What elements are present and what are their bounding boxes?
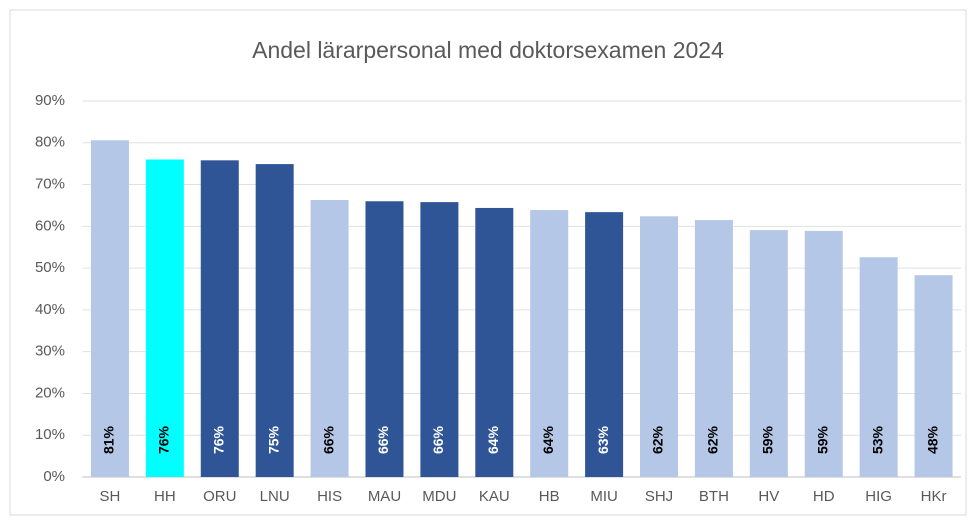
y-tick-label: 30% (35, 343, 65, 360)
value-label: 62% (705, 425, 721, 454)
bar (804, 230, 843, 477)
bar (694, 220, 733, 478)
value-label: 81% (101, 425, 117, 454)
x-tick-label: MDU (422, 488, 456, 505)
value-label: 66% (320, 425, 336, 454)
value-label: 59% (814, 425, 830, 454)
value-label: 63% (595, 425, 611, 454)
x-tick-label: SH (100, 488, 121, 505)
value-label: 76% (156, 425, 172, 454)
value-label: 59% (760, 425, 776, 454)
y-tick-label: 60% (35, 217, 65, 234)
x-tick-label: HIS (317, 488, 342, 505)
chart-title: Andel lärarpersonal med doktorsexamen 20… (252, 37, 724, 63)
value-label: 64% (485, 425, 501, 454)
bar (365, 201, 404, 477)
x-tick-label: MIU (590, 488, 618, 505)
value-label: 66% (430, 425, 446, 454)
value-label: 75% (265, 425, 281, 454)
y-tick-label: 70% (35, 176, 65, 193)
value-label: 53% (869, 425, 885, 454)
x-tick-label: HV (758, 488, 779, 505)
bar (255, 164, 294, 477)
value-label: 62% (650, 425, 666, 454)
x-tick-label: HH (154, 488, 176, 505)
bar (749, 230, 788, 477)
y-tick-label: 90% (35, 92, 65, 109)
x-tick-label: ORU (203, 488, 236, 505)
value-label: 48% (924, 425, 940, 454)
value-label: 64% (540, 425, 556, 454)
bar (585, 212, 624, 477)
bar (200, 160, 239, 477)
y-tick-label: 0% (43, 468, 65, 485)
x-tick-label: SHJ (645, 488, 673, 505)
y-tick-label: 50% (35, 259, 65, 276)
x-tick-label: KAU (479, 488, 510, 505)
y-tick-label: 80% (35, 134, 65, 151)
bar (859, 257, 898, 477)
bar (530, 210, 569, 478)
bar (90, 140, 129, 477)
y-tick-label: 10% (35, 426, 65, 443)
x-tick-label: HKr (921, 488, 947, 505)
value-label: 66% (375, 425, 391, 454)
y-tick-label: 40% (35, 301, 65, 318)
x-tick-label: LNU (260, 488, 290, 505)
bar (145, 159, 184, 477)
y-tick-label: 20% (35, 384, 65, 401)
x-tick-label: HB (539, 488, 560, 505)
x-tick-label: MAU (368, 488, 401, 505)
bar (475, 207, 514, 477)
bar (914, 275, 953, 477)
bar (310, 200, 349, 477)
x-tick-label: BTH (699, 488, 729, 505)
bar (420, 202, 459, 477)
value-label: 76% (210, 425, 226, 454)
bar (640, 216, 679, 477)
x-tick-label: HIG (865, 488, 892, 505)
x-tick-label: HD (813, 488, 835, 505)
